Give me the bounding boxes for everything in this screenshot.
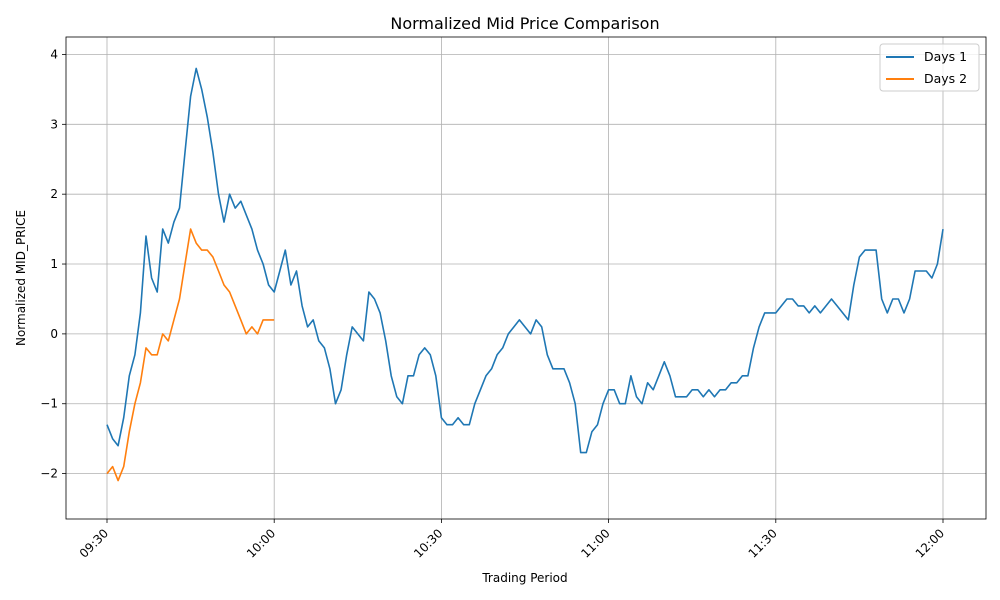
legend: Days 1 Days 2 — [879, 43, 980, 92]
y-tick-label: −1 — [40, 397, 58, 411]
y-tick-label: 2 — [50, 187, 58, 201]
legend-label-days-2: Days 2 — [924, 71, 967, 86]
y-axis-label: Normalized MID_PRICE — [14, 210, 28, 346]
plot-frame — [65, 36, 987, 520]
y-tick-label: 0 — [50, 327, 58, 341]
x-axis-label: Trading Period — [481, 571, 567, 585]
chart-title: Normalized Mid Price Comparison — [390, 14, 659, 33]
y-tick-label: 3 — [50, 117, 58, 131]
y-tick-label: −2 — [40, 467, 58, 481]
y-tick-label: 4 — [50, 47, 58, 61]
grid — [66, 37, 986, 519]
series-line-days-2 — [106, 228, 275, 482]
series-line-days-1 — [106, 67, 944, 454]
series-lines — [106, 67, 944, 482]
y-tick-label: 1 — [50, 257, 58, 271]
legend-label-days-1: Days 1 — [924, 49, 967, 64]
